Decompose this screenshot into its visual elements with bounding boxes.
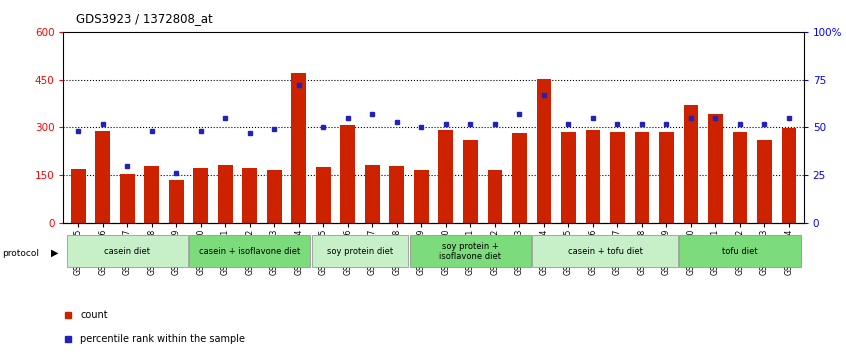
Text: casein + tofu diet: casein + tofu diet (568, 247, 643, 256)
Bar (194, 168, 208, 223)
Bar (145, 166, 159, 223)
Text: soy protein diet: soy protein diet (327, 247, 393, 256)
Bar (169, 180, 184, 223)
Bar (67, 235, 188, 267)
Text: count: count (80, 310, 108, 320)
Text: GDS3923 / 1372808_at: GDS3923 / 1372808_at (76, 12, 213, 25)
Bar (782, 129, 796, 223)
Bar (659, 132, 673, 223)
Bar (414, 170, 429, 223)
Bar (243, 168, 257, 223)
Bar (312, 235, 409, 267)
Bar (438, 130, 453, 223)
Bar (340, 125, 355, 223)
Bar (733, 132, 747, 223)
Text: soy protein +
isoflavone diet: soy protein + isoflavone diet (439, 242, 502, 261)
Bar (389, 166, 404, 223)
Bar (463, 139, 478, 223)
Bar (634, 132, 649, 223)
Bar (96, 131, 110, 223)
Bar (561, 132, 576, 223)
Text: casein diet: casein diet (104, 247, 151, 256)
Text: ▶: ▶ (51, 248, 58, 258)
Text: percentile rank within the sample: percentile rank within the sample (80, 334, 245, 344)
Bar (757, 139, 772, 223)
Bar (71, 169, 85, 223)
Bar (512, 133, 527, 223)
Text: tofu diet: tofu diet (722, 247, 758, 256)
Bar (291, 73, 306, 223)
Text: casein + isoflavone diet: casein + isoflavone diet (199, 247, 300, 256)
Bar (316, 167, 331, 223)
Bar (610, 132, 624, 223)
Bar (532, 235, 678, 267)
Bar (365, 165, 380, 223)
Bar (708, 114, 722, 223)
Bar (679, 235, 800, 267)
Text: protocol: protocol (2, 249, 39, 258)
Bar (120, 174, 135, 223)
Bar (585, 130, 601, 223)
Bar (190, 235, 310, 267)
Bar (684, 104, 698, 223)
Bar (218, 165, 233, 223)
Bar (409, 235, 531, 267)
Bar (487, 170, 503, 223)
Bar (536, 79, 552, 223)
Bar (266, 171, 282, 223)
